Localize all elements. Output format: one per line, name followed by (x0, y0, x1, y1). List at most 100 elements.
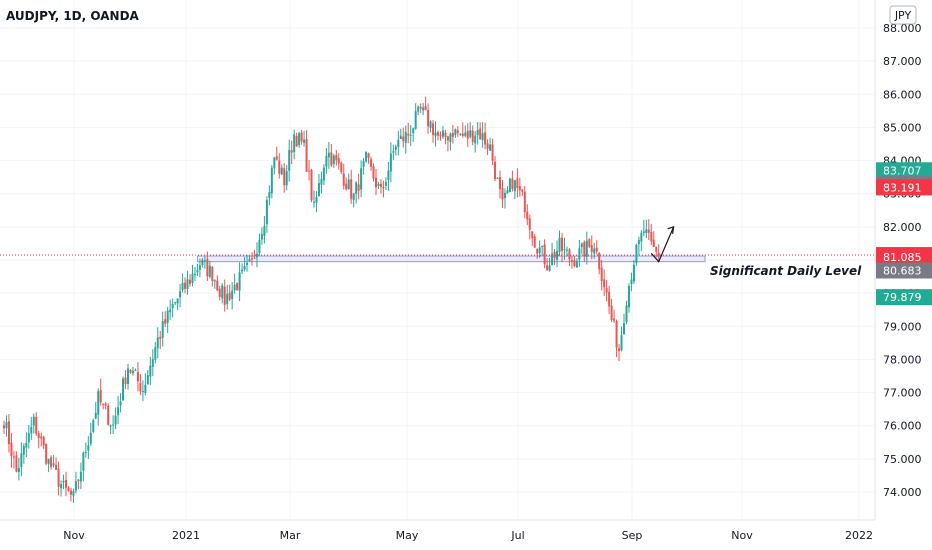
candle-body (213, 280, 216, 282)
candle-body (347, 179, 350, 190)
candle-body (141, 390, 144, 392)
candle-body (196, 270, 199, 273)
candle-body (620, 335, 623, 351)
candle-body (429, 121, 432, 128)
candle-body (216, 280, 219, 291)
candle-body (248, 259, 251, 262)
candle-body (127, 368, 129, 384)
support-zone-box (196, 255, 706, 263)
candle-body (370, 159, 373, 167)
candle-body (575, 260, 578, 268)
time-tick-label: 2022 (845, 529, 873, 542)
candle-body (226, 294, 229, 304)
candle-body (265, 199, 268, 225)
candle-body (404, 131, 407, 143)
candle-body (176, 298, 179, 304)
candle-body (434, 132, 437, 137)
candle-body (35, 416, 38, 434)
candle-body (533, 236, 536, 248)
time-axis[interactable]: Nov 2021 Mar May Jul Sep Nov 2022 (63, 529, 873, 542)
candle-body (243, 266, 246, 270)
candle-body (62, 480, 65, 483)
time-tick-label: Mar (280, 529, 301, 542)
candle-body (136, 371, 139, 382)
candle-body (223, 286, 226, 305)
candle-body (345, 183, 348, 190)
candle-body (340, 162, 343, 173)
projection-arrow (650, 225, 675, 263)
candle-body (595, 247, 598, 252)
candle-body (392, 151, 395, 153)
candle-body (184, 282, 187, 289)
price-tick-label: 88.000 (883, 22, 922, 35)
candle-body (72, 491, 75, 496)
candle-body (637, 240, 640, 245)
candle-body (3, 425, 5, 429)
price-tag-box (876, 179, 932, 196)
candle-body (119, 401, 122, 406)
candle-body (104, 403, 107, 406)
candle-body (375, 177, 377, 188)
candle-body (117, 407, 120, 416)
candle-body (439, 134, 442, 136)
candle-body (84, 451, 87, 453)
candle-body (635, 244, 638, 264)
candle-body (486, 143, 489, 149)
candle-body (131, 370, 134, 374)
candle-body (208, 265, 211, 277)
candle-body (551, 253, 554, 266)
candle-body (650, 231, 653, 242)
candle-body (412, 128, 415, 134)
candle-body (99, 389, 102, 403)
currency-badge[interactable]: JPY (889, 5, 917, 25)
candle-body (526, 211, 529, 220)
candle-body (543, 244, 546, 265)
candle-body (630, 279, 633, 284)
candle-body (166, 310, 169, 323)
candle-body (437, 132, 439, 136)
candle-body (588, 238, 591, 247)
candle-body (134, 369, 137, 371)
candle-body (293, 134, 296, 153)
candle-body (37, 433, 40, 438)
candle-body (451, 132, 454, 137)
price-tick-label: 78.000 (883, 353, 922, 366)
candle-body (102, 403, 105, 405)
candle-body (310, 169, 313, 201)
candle-body (615, 321, 618, 348)
candle-body (342, 173, 345, 186)
candle-body (25, 442, 28, 448)
candle-body (275, 156, 278, 160)
time-tick-label: Sep (622, 529, 643, 542)
candle-body (203, 260, 206, 262)
candle-body (565, 249, 568, 251)
candle-body (642, 231, 645, 234)
candle-body (382, 187, 385, 189)
candle-body (298, 133, 301, 146)
candle-body (625, 305, 628, 323)
candle-body (228, 292, 231, 300)
candle-body (362, 161, 365, 167)
candle-body (186, 279, 189, 289)
candle-body (305, 139, 308, 172)
candle-body (45, 443, 48, 464)
candle-body (444, 132, 447, 138)
price-tick-label: 74.000 (883, 486, 922, 499)
price-tick-label: 82.000 (883, 221, 922, 234)
candle-body (47, 458, 50, 465)
candle-body (474, 135, 477, 144)
candle-body (446, 136, 449, 141)
support-zone (0, 254, 875, 263)
candle-body (5, 422, 8, 429)
candle-body (295, 136, 298, 147)
candle-body (506, 190, 509, 194)
candle-body (273, 157, 276, 169)
candle-body (327, 152, 330, 158)
candle-body (558, 237, 561, 252)
candle-body (503, 192, 506, 199)
candle-body (315, 197, 318, 203)
candle-body (7, 421, 10, 445)
candle-body (69, 490, 72, 495)
candle-body (171, 303, 174, 309)
